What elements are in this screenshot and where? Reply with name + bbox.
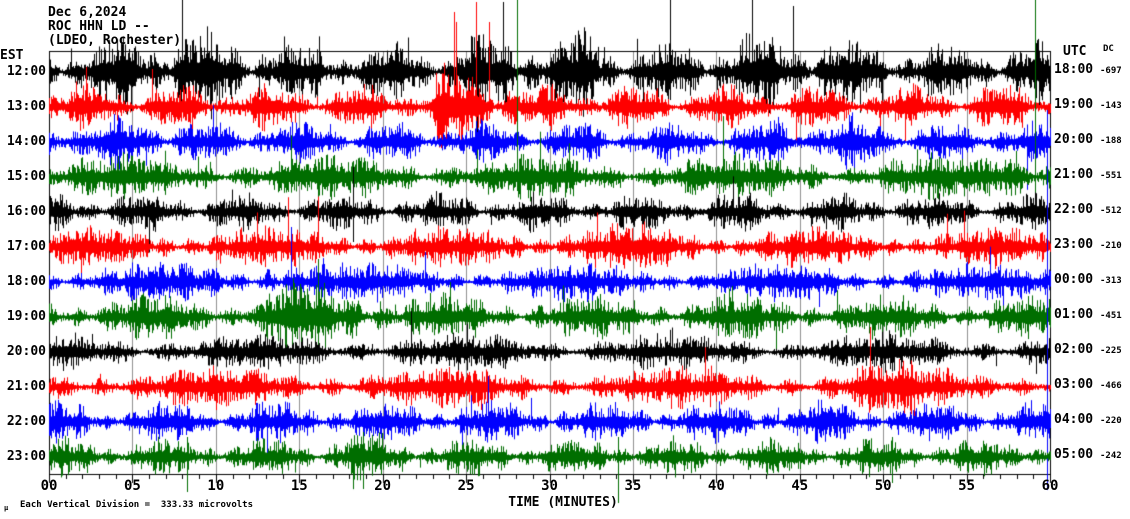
x-tick-label: 30 — [541, 478, 558, 494]
dc-offset-value: -466 — [1100, 381, 1122, 391]
dc-offset-value: -313 — [1100, 276, 1122, 286]
x-tick-label: 40 — [707, 478, 725, 494]
dc-offset-value: -697 — [1100, 66, 1122, 76]
x-axis-title: TIME (MINUTES) — [508, 495, 618, 510]
x-tick-label: 60 — [1041, 478, 1059, 494]
est-time-label: 13:00 — [6, 99, 46, 114]
est-time-label: 23:00 — [6, 449, 46, 464]
utc-time-label: 22:00 — [1054, 202, 1094, 217]
vertical-division-note: Each Vertical Division = 333.33 microvol… — [20, 500, 253, 510]
utc-time-label: 00:00 — [1054, 272, 1094, 287]
est-time-label: 12:00 — [6, 64, 46, 79]
x-tick-label: 05 — [123, 478, 141, 494]
right-timezone-label: UTC — [1063, 44, 1087, 59]
utc-time-label: 01:00 — [1054, 307, 1094, 322]
utc-time-label: 19:00 — [1054, 97, 1094, 112]
dc-offset-value: -512 — [1100, 206, 1122, 216]
utc-time-label: 20:00 — [1054, 132, 1094, 147]
x-tick-label: 20 — [374, 478, 392, 494]
x-tick-label: 15 — [290, 478, 308, 494]
utc-time-label: 18:00 — [1054, 62, 1094, 77]
utc-time-label: 23:00 — [1054, 237, 1094, 252]
dc-offset-value: -220 — [1100, 416, 1122, 426]
utc-time-label: 05:00 — [1054, 447, 1094, 462]
est-time-label: 19:00 — [6, 309, 46, 324]
est-time-label: 18:00 — [6, 274, 46, 289]
mu-glyph: µ — [4, 504, 9, 512]
dc-offset-value: -242 — [1100, 451, 1122, 461]
est-time-label: 15:00 — [6, 169, 46, 184]
dc-offset-value: -225 — [1100, 346, 1122, 356]
plot-date: Dec 6,2024 — [48, 5, 127, 20]
est-time-label: 21:00 — [6, 379, 46, 394]
left-timezone-label: EST — [0, 48, 24, 63]
dc-offset-value: -210 — [1100, 241, 1122, 251]
x-tick-label: 00 — [40, 478, 58, 494]
est-time-label: 14:00 — [6, 134, 46, 149]
x-tick-label: 45 — [791, 478, 809, 494]
dc-offset-value: -188 — [1100, 136, 1122, 146]
dc-offset-value: -551 — [1100, 171, 1122, 181]
x-tick-label: 25 — [457, 478, 475, 494]
est-time-label: 17:00 — [6, 239, 46, 254]
x-tick-label: 50 — [874, 478, 892, 494]
est-time-label: 16:00 — [6, 204, 46, 219]
est-time-label: 20:00 — [6, 344, 46, 359]
utc-time-label: 03:00 — [1054, 377, 1094, 392]
x-tick-label: 10 — [207, 478, 225, 494]
station-network: (LDEO, Rochester) — [48, 33, 182, 48]
dc-offset-value: -143 — [1100, 101, 1122, 111]
x-tick-label: 35 — [624, 478, 642, 494]
station-code: ROC HHN LD -- — [48, 19, 150, 34]
utc-time-label: 04:00 — [1054, 412, 1094, 427]
est-time-label: 22:00 — [6, 414, 46, 429]
dc-column-header: DC — [1103, 44, 1114, 54]
utc-time-label: 21:00 — [1054, 167, 1094, 182]
dc-offset-value: -451 — [1100, 311, 1122, 321]
x-tick-label: 55 — [958, 478, 975, 494]
utc-time-label: 02:00 — [1054, 342, 1094, 357]
